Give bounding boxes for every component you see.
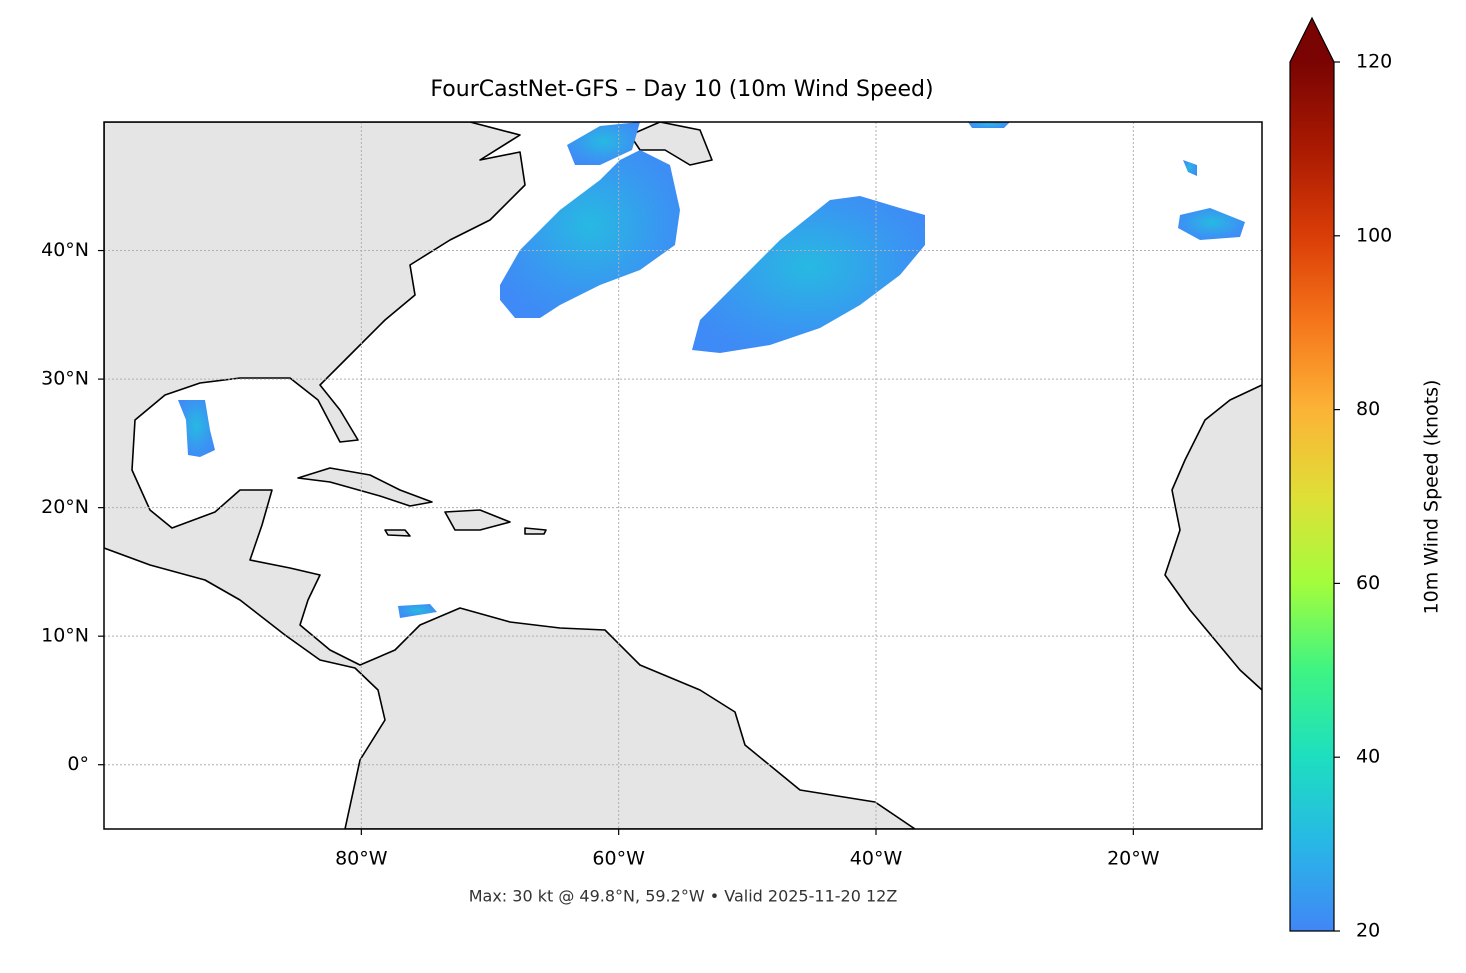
colorbar-extend xyxy=(1290,18,1334,62)
wind-area xyxy=(178,400,215,457)
y-tick-label: 20°N xyxy=(41,496,89,518)
x-tick-label: 20°W xyxy=(1107,848,1160,870)
colorbar xyxy=(1290,62,1334,931)
y-tick-label: 10°N xyxy=(41,625,89,647)
footnote: Max: 30 kt @ 49.8°N, 59.2°W • Valid 2025… xyxy=(469,887,898,906)
map xyxy=(104,122,1262,829)
wind-area xyxy=(500,150,680,318)
wind-area xyxy=(567,122,640,165)
colorbar-tick-label: 40 xyxy=(1356,746,1380,768)
colorbar-label: 10m Wind Speed (knots) xyxy=(1421,380,1443,615)
x-tick-label: 80°W xyxy=(335,848,388,870)
wind-area xyxy=(1178,208,1245,240)
wind-area xyxy=(968,122,1010,128)
y-tick-label: 0° xyxy=(67,753,89,775)
cuba xyxy=(297,467,433,507)
x-tick-label: 40°W xyxy=(850,848,903,870)
newfoundland xyxy=(629,122,713,166)
map-frame xyxy=(103,121,1263,830)
y-tick-label: 40°N xyxy=(41,239,89,261)
puerto-rico xyxy=(524,527,547,535)
colorbar-tick-label: 20 xyxy=(1356,920,1380,942)
colorbar-frame xyxy=(1289,16,1335,932)
wind-area xyxy=(398,604,437,618)
hispaniola xyxy=(444,509,511,531)
wind-area xyxy=(692,196,925,353)
y-tick-label: 30°N xyxy=(41,368,89,390)
chart-title: FourCastNet-GFS – Day 10 (10m Wind Speed… xyxy=(430,77,933,102)
colorbar-tick-label: 80 xyxy=(1356,398,1380,420)
colorbar-tick-label: 60 xyxy=(1356,572,1380,594)
grid xyxy=(104,122,1262,829)
x-tick-label: 60°W xyxy=(592,848,645,870)
americas xyxy=(104,122,916,829)
wind-area xyxy=(1183,160,1197,176)
jamaica xyxy=(384,529,411,537)
africa xyxy=(1164,384,1262,691)
colorbar-tick-label: 100 xyxy=(1356,224,1392,246)
colorbar-tick-label: 120 xyxy=(1356,51,1392,73)
